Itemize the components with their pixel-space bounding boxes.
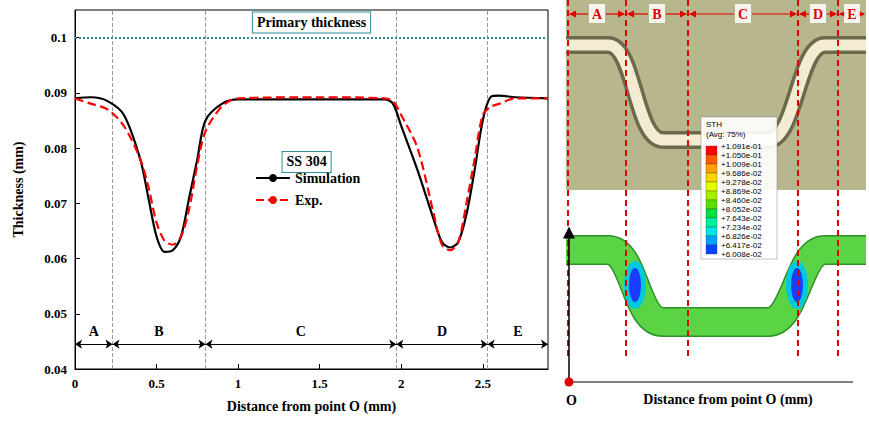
- svg-text:E: E: [513, 324, 522, 339]
- svg-text:SS 304: SS 304: [287, 154, 327, 169]
- svg-text:+1.050e-01: +1.050e-01: [721, 151, 762, 160]
- svg-text:(Avg: 75%): (Avg: 75%): [706, 130, 746, 139]
- svg-text:+6.008e-02: +6.008e-02: [721, 250, 762, 259]
- svg-text:A: A: [592, 7, 603, 22]
- svg-text:B: B: [154, 324, 163, 339]
- svg-text:Exp.: Exp.: [295, 193, 323, 208]
- svg-text:0.09: 0.09: [44, 85, 67, 100]
- svg-text:+7.234e-02: +7.234e-02: [721, 223, 762, 232]
- svg-text:+9.278e-02: +9.278e-02: [721, 178, 762, 187]
- svg-text:+8.052e-02: +8.052e-02: [721, 205, 762, 214]
- svg-text:Distance from point O (mm): Distance from point O (mm): [643, 392, 813, 408]
- svg-text:0.5: 0.5: [148, 376, 165, 391]
- svg-text:1: 1: [235, 376, 242, 391]
- svg-text:2: 2: [398, 376, 405, 391]
- svg-text:+1.091e-01: +1.091e-01: [721, 142, 762, 151]
- svg-text:0.04: 0.04: [44, 362, 67, 377]
- svg-text:D: D: [813, 7, 823, 22]
- svg-text:C: C: [296, 324, 306, 339]
- svg-text:+6.826e-02: +6.826e-02: [721, 232, 762, 241]
- svg-text:STH: STH: [706, 120, 722, 129]
- svg-text:B: B: [652, 7, 661, 22]
- svg-text:0.05: 0.05: [44, 306, 67, 321]
- svg-text:0: 0: [72, 376, 79, 391]
- svg-text:1.5: 1.5: [312, 376, 329, 391]
- svg-text:0.1: 0.1: [51, 30, 67, 45]
- svg-text:Simulation: Simulation: [295, 170, 361, 186]
- svg-text:0.08: 0.08: [44, 141, 67, 156]
- svg-text:+7.643e-02: +7.643e-02: [721, 214, 762, 223]
- svg-text:A: A: [89, 324, 100, 339]
- svg-text:+8.869e-02: +8.869e-02: [721, 187, 762, 196]
- svg-text:+9.686e-02: +9.686e-02: [721, 169, 762, 178]
- svg-text:Thickness (mm): Thickness (mm): [11, 141, 27, 237]
- svg-text:Primary thickness: Primary thickness: [257, 15, 367, 30]
- svg-text:C: C: [738, 7, 748, 22]
- svg-text:+6.417e-02: +6.417e-02: [721, 241, 762, 250]
- svg-text:+1.009e-01: +1.009e-01: [721, 160, 762, 169]
- svg-text:2.5: 2.5: [475, 376, 492, 391]
- svg-text:0.06: 0.06: [44, 251, 67, 266]
- svg-text:+8.460e-02: +8.460e-02: [721, 196, 762, 205]
- svg-text:Distance from point O (mm): Distance from point O (mm): [227, 399, 397, 415]
- svg-text:E: E: [847, 7, 856, 22]
- svg-text:D: D: [437, 324, 447, 339]
- svg-text:O: O: [566, 393, 577, 408]
- svg-text:0.07: 0.07: [44, 196, 67, 211]
